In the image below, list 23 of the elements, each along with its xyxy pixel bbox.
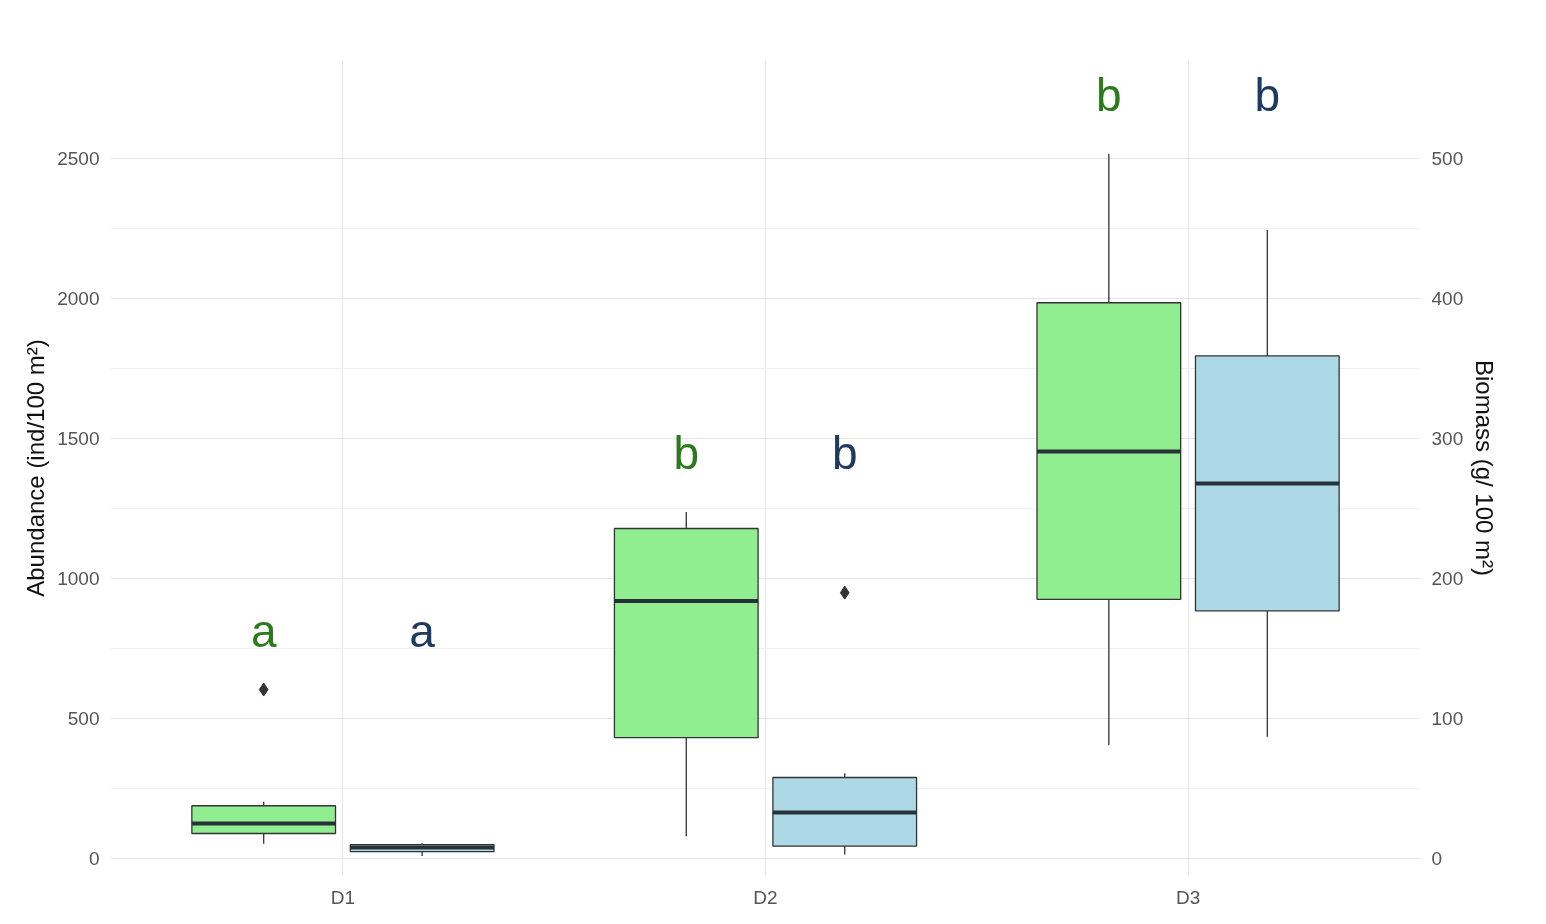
y-axis-title: Abundance (ind/100 m²) bbox=[22, 339, 50, 597]
annotation: b bbox=[1096, 69, 1122, 122]
annotation: b bbox=[831, 427, 858, 480]
annotation: b bbox=[673, 427, 700, 480]
x-tick-label: D3 bbox=[1175, 886, 1201, 908]
x-tick-label: D2 bbox=[753, 886, 778, 908]
y2-tick-label: 300 bbox=[1431, 428, 1464, 450]
y-tick-label: 500 bbox=[67, 708, 100, 730]
y-tick-label: 2000 bbox=[57, 288, 100, 310]
annotation: a bbox=[250, 604, 277, 657]
y2-tick-label: 500 bbox=[1431, 148, 1464, 170]
y2-tick-label: 0 bbox=[1431, 848, 1443, 870]
x-tick-label: D1 bbox=[330, 886, 356, 908]
y2-tick-label: 100 bbox=[1431, 708, 1464, 730]
y2-axis-title: Biomass (g/ 100 m²) bbox=[1471, 359, 1499, 577]
y-tick-label: 0 bbox=[88, 848, 100, 870]
y-tick-label: 1500 bbox=[57, 428, 100, 450]
annotation: a bbox=[409, 604, 436, 657]
y-tick-label: 2500 bbox=[57, 148, 100, 170]
y2-tick-label: 400 bbox=[1431, 288, 1464, 310]
y-tick-label: 1000 bbox=[57, 568, 100, 590]
annotation: b bbox=[1254, 69, 1281, 122]
y2-tick-label: 200 bbox=[1431, 568, 1464, 590]
